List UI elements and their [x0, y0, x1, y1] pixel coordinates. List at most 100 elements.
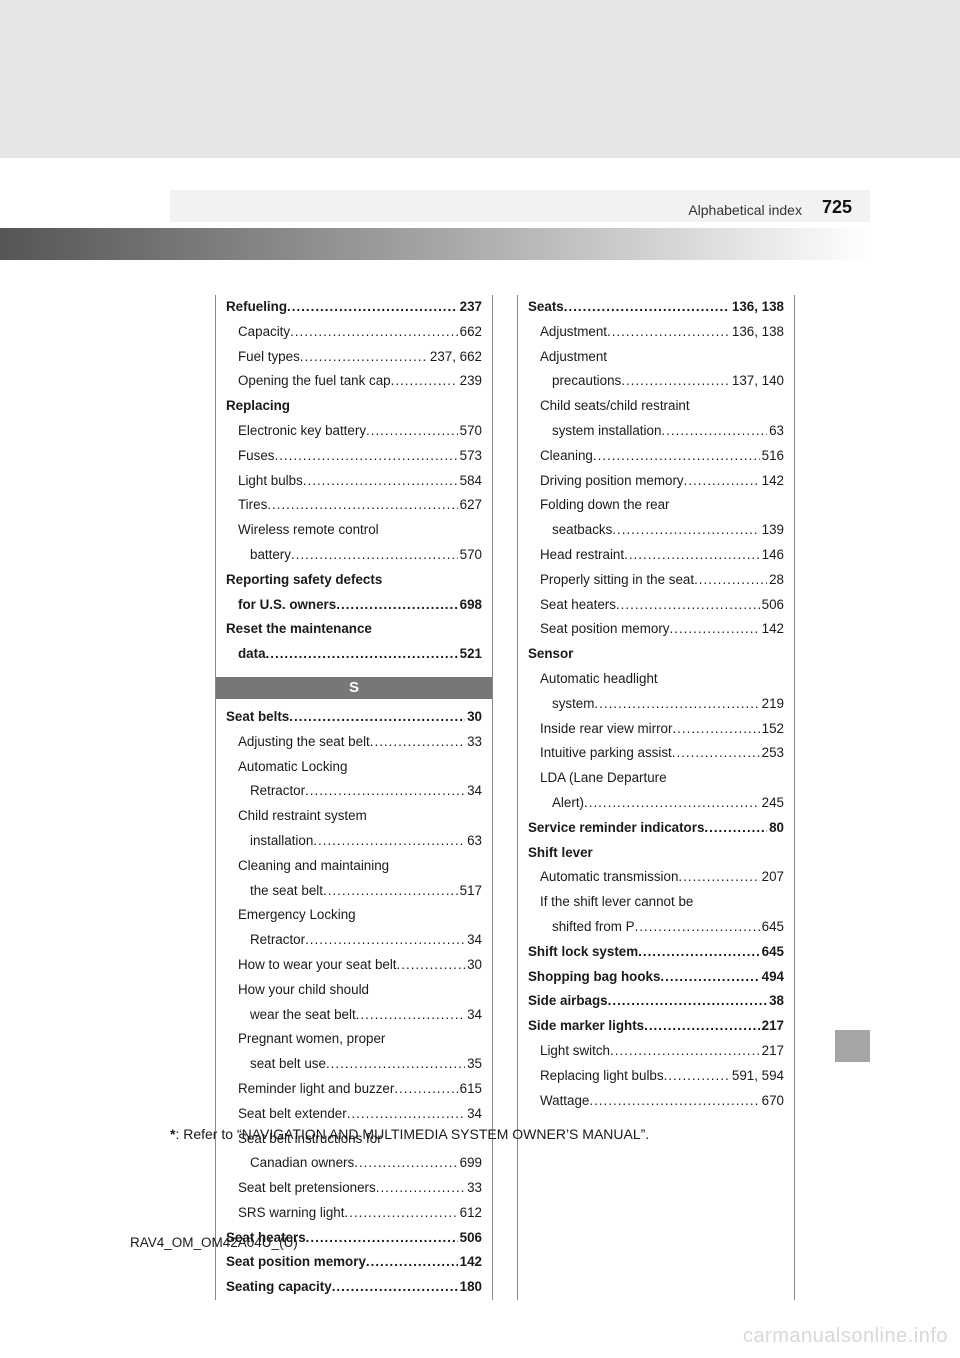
- index-entry: Driving position memory 142: [528, 469, 784, 494]
- leader-dots: [638, 940, 760, 965]
- index-entry-label: Shift lever: [528, 841, 593, 866]
- index-entry-page: 217: [760, 1014, 784, 1039]
- index-entry: system installation 63: [528, 419, 784, 444]
- index-entry-label: Seat position memory: [540, 617, 670, 642]
- index-entry-page: 645: [760, 940, 784, 965]
- leader-dots: [616, 593, 760, 618]
- index-entry-page: 570: [458, 543, 482, 568]
- index-entry: Reporting safety defects: [226, 568, 482, 593]
- index-entry-page: 152: [760, 717, 784, 742]
- index-entry: Retractor 34: [226, 779, 482, 804]
- leader-dots: [267, 493, 457, 518]
- index-entry: Capacity 662: [226, 320, 482, 345]
- index-entry-label: Light switch: [540, 1039, 610, 1064]
- index-entry-label: SRS warning light: [238, 1201, 344, 1226]
- index-entry-label: Child seats/child restraint: [540, 394, 690, 419]
- index-entry-label: shifted from P: [552, 915, 635, 940]
- leader-dots: [672, 717, 759, 742]
- index-entry: Head restraint 146: [528, 543, 784, 568]
- index-entry: Canadian owners 699: [226, 1151, 482, 1176]
- index-entry-label: Wattage: [540, 1089, 589, 1114]
- leader-dots: [678, 865, 759, 890]
- index-entry-label: precautions: [552, 369, 621, 394]
- index-entry: Cleaning and maintaining: [226, 854, 482, 879]
- index-entry-label: Automatic transmission: [540, 865, 678, 890]
- leader-dots: [594, 692, 759, 717]
- index-entry: Seat belt pretensioners 33: [226, 1176, 482, 1201]
- index-entry: Replacing light bulbs 591, 594: [528, 1064, 784, 1089]
- index-entry-label: Fuel types: [238, 345, 300, 370]
- index-entry: Replacing: [226, 394, 482, 419]
- index-entry: Seating capacity 180: [226, 1275, 482, 1300]
- page-number: 725: [822, 197, 852, 218]
- leader-dots: [366, 419, 458, 444]
- footnote: *: Refer to “NAVIGATION AND MULTIMEDIA S…: [170, 1126, 649, 1142]
- index-entry-page: 584: [458, 469, 482, 494]
- index-entry-page: 136, 138: [730, 320, 784, 345]
- leader-dots: [356, 1003, 465, 1028]
- leader-dots: [621, 369, 730, 394]
- index-entry: Service reminder indicators 80: [528, 816, 784, 841]
- index-entry-page: 34: [465, 928, 482, 953]
- index-entry-label: Reminder light and buzzer: [238, 1077, 394, 1102]
- index-entry: Properly sitting in the seat 28: [528, 568, 784, 593]
- leader-dots: [694, 568, 767, 593]
- leader-dots: [313, 829, 465, 854]
- index-entry: Adjusting the seat belt 33: [226, 730, 482, 755]
- index-entry: Automatic headlight: [528, 667, 784, 692]
- index-entry-label: Seats: [528, 295, 564, 320]
- index-entry-page: 34: [465, 1102, 482, 1127]
- index-entry: shifted from P 645: [528, 915, 784, 940]
- index-entry-page: 63: [465, 829, 482, 854]
- index-entry-label: Child restraint system: [238, 804, 367, 829]
- index-entry-label: Seat belts: [226, 705, 289, 730]
- leader-dots: [394, 1077, 457, 1102]
- index-entry: Emergency Locking: [226, 903, 482, 928]
- index-entry: Tires 627: [226, 493, 482, 518]
- index-entry: for U.S. owners 698: [226, 593, 482, 618]
- leader-dots: [306, 1226, 458, 1251]
- leader-dots: [624, 543, 760, 568]
- index-entry-label: Refueling: [226, 295, 287, 320]
- index-entry-label: Reset the maintenance: [226, 617, 372, 642]
- leader-dots: [354, 1151, 457, 1176]
- index-content: Refueling 237Capacity 662Fuel types 237,…: [215, 295, 795, 1300]
- index-entry-label: Opening the fuel tank cap: [238, 369, 391, 394]
- index-entry-page: 591, 594: [730, 1064, 784, 1089]
- index-entry: Retractor 34: [226, 928, 482, 953]
- index-entry-label: system installation: [552, 419, 661, 444]
- index-entry-page: 662: [458, 320, 482, 345]
- leader-dots: [660, 965, 759, 990]
- index-entry-label: for U.S. owners: [238, 593, 336, 618]
- leader-dots: [323, 879, 458, 904]
- index-entry-page: 573: [458, 444, 482, 469]
- index-entry: wear the seat belt 34: [226, 1003, 482, 1028]
- leader-dots: [332, 1275, 458, 1300]
- index-entry-page: 521: [458, 642, 482, 667]
- index-entry-label: Seat belt extender: [238, 1102, 347, 1127]
- index-entry-label: Reporting safety defects: [226, 568, 382, 593]
- index-entry-label: Emergency Locking: [238, 903, 356, 928]
- index-entry-label: Replacing: [226, 394, 290, 419]
- index-entry: Automatic transmission 207: [528, 865, 784, 890]
- index-entry-page: 516: [760, 444, 784, 469]
- page-header: Alphabetical index 725: [170, 190, 870, 222]
- index-entry: Pregnant women, proper: [226, 1027, 482, 1052]
- index-entry-page: 146: [760, 543, 784, 568]
- index-entry-label: Light bulbs: [238, 469, 303, 494]
- leader-dots: [274, 444, 457, 469]
- side-tab: [835, 1030, 870, 1062]
- index-entry-page: 142: [458, 1250, 482, 1275]
- leader-dots: [672, 741, 760, 766]
- index-entry: battery 570: [226, 543, 482, 568]
- leader-dots: [608, 989, 767, 1014]
- index-column-left: Refueling 237Capacity 662Fuel types 237,…: [215, 295, 493, 1300]
- index-entry-label: seatbacks: [552, 518, 612, 543]
- leader-dots: [607, 320, 730, 345]
- leader-dots: [287, 295, 458, 320]
- index-entry: Wattage 670: [528, 1089, 784, 1114]
- gradient-bar: [0, 228, 870, 260]
- index-entry-page: 570: [458, 419, 482, 444]
- index-entry-page: 670: [760, 1089, 784, 1114]
- index-entry-page: 38: [767, 989, 784, 1014]
